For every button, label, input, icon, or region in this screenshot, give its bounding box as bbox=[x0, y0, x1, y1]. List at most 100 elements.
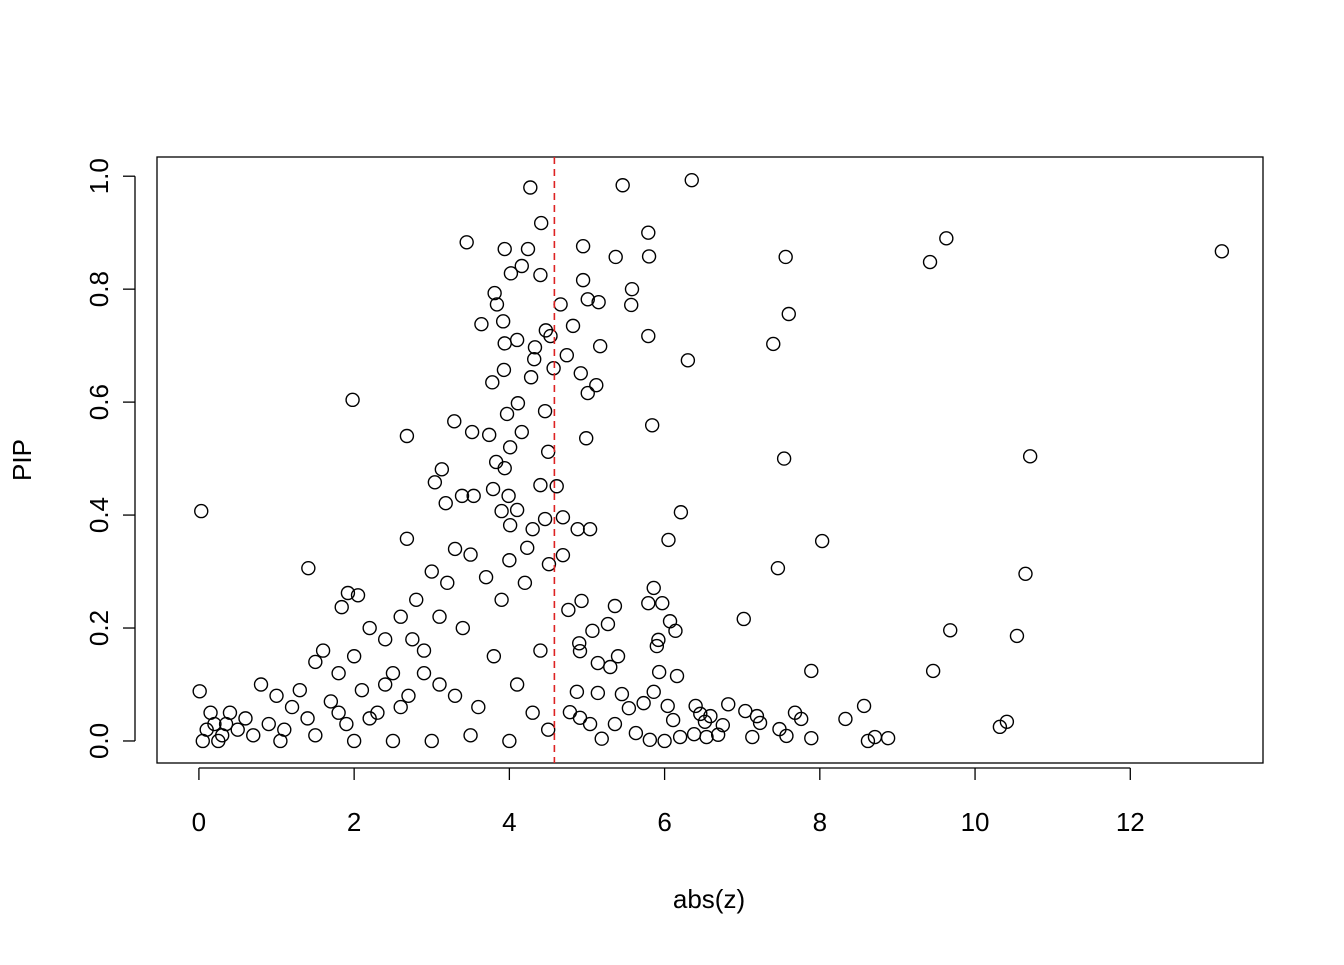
y-tick-label: 1.0 bbox=[84, 158, 114, 194]
point bbox=[766, 336, 781, 352]
point bbox=[1214, 244, 1230, 259]
point bbox=[497, 241, 512, 257]
point bbox=[523, 370, 539, 385]
point bbox=[362, 711, 377, 726]
point bbox=[555, 510, 571, 525]
point bbox=[665, 712, 681, 728]
point bbox=[538, 323, 554, 338]
point bbox=[1009, 628, 1025, 644]
point bbox=[432, 609, 447, 624]
point bbox=[354, 682, 370, 698]
point bbox=[409, 592, 424, 607]
point bbox=[269, 688, 284, 703]
point bbox=[350, 588, 366, 603]
point bbox=[399, 428, 415, 444]
point bbox=[736, 611, 751, 627]
point bbox=[594, 731, 609, 746]
point bbox=[502, 553, 517, 568]
point bbox=[621, 701, 637, 716]
point bbox=[533, 477, 548, 493]
x-tick-label: 2 bbox=[347, 807, 361, 837]
point bbox=[649, 638, 665, 654]
point bbox=[641, 328, 656, 344]
point bbox=[608, 249, 623, 265]
point bbox=[345, 392, 360, 408]
point bbox=[688, 698, 703, 714]
point bbox=[614, 686, 630, 702]
point bbox=[569, 684, 585, 700]
point bbox=[502, 733, 517, 749]
point bbox=[553, 297, 568, 312]
point bbox=[641, 595, 656, 611]
point bbox=[284, 699, 300, 715]
point bbox=[447, 541, 463, 557]
point bbox=[715, 717, 731, 733]
point bbox=[662, 614, 678, 629]
point bbox=[752, 715, 768, 731]
point bbox=[514, 424, 529, 440]
point bbox=[238, 711, 253, 726]
point bbox=[570, 521, 585, 537]
point bbox=[520, 241, 536, 257]
point bbox=[562, 704, 578, 720]
point bbox=[230, 722, 245, 737]
point bbox=[641, 249, 657, 264]
point bbox=[495, 314, 511, 329]
point bbox=[772, 721, 787, 737]
point bbox=[509, 332, 525, 348]
point bbox=[308, 654, 323, 670]
point bbox=[502, 440, 518, 455]
point bbox=[194, 503, 209, 519]
point bbox=[590, 685, 606, 701]
point bbox=[572, 643, 588, 659]
point bbox=[520, 540, 535, 556]
point bbox=[261, 716, 276, 732]
point bbox=[672, 729, 688, 745]
point bbox=[485, 481, 501, 497]
point bbox=[509, 502, 525, 518]
point bbox=[488, 454, 504, 470]
point bbox=[434, 462, 450, 477]
point bbox=[401, 688, 416, 703]
point bbox=[447, 688, 463, 703]
point bbox=[416, 666, 432, 681]
point bbox=[582, 521, 598, 537]
point bbox=[669, 668, 685, 684]
x-tick-label: 4 bbox=[502, 807, 516, 837]
point bbox=[211, 733, 226, 749]
point bbox=[514, 258, 529, 274]
point bbox=[447, 414, 462, 429]
point bbox=[339, 716, 354, 732]
point bbox=[575, 239, 591, 254]
point bbox=[485, 375, 500, 390]
point bbox=[591, 294, 606, 310]
point bbox=[549, 479, 564, 494]
point bbox=[686, 726, 702, 742]
point bbox=[370, 705, 385, 720]
point bbox=[572, 710, 588, 726]
plot-frame bbox=[156, 156, 1264, 764]
point bbox=[510, 396, 526, 411]
point bbox=[992, 719, 1008, 735]
point bbox=[501, 488, 516, 504]
point bbox=[405, 632, 420, 647]
point bbox=[615, 178, 630, 193]
y-tick-label: 0.2 bbox=[84, 610, 114, 646]
point bbox=[471, 699, 486, 715]
point bbox=[218, 716, 234, 732]
point bbox=[440, 575, 455, 591]
point bbox=[668, 623, 683, 639]
x-tick-label: 10 bbox=[961, 807, 990, 837]
point bbox=[315, 643, 331, 658]
point bbox=[804, 730, 819, 746]
point bbox=[655, 595, 670, 611]
point bbox=[703, 708, 718, 724]
point bbox=[565, 318, 581, 334]
point bbox=[585, 623, 600, 639]
point bbox=[582, 716, 598, 732]
point bbox=[572, 636, 587, 651]
point bbox=[192, 684, 207, 699]
point bbox=[537, 403, 553, 419]
point bbox=[340, 585, 356, 601]
point bbox=[496, 362, 512, 378]
